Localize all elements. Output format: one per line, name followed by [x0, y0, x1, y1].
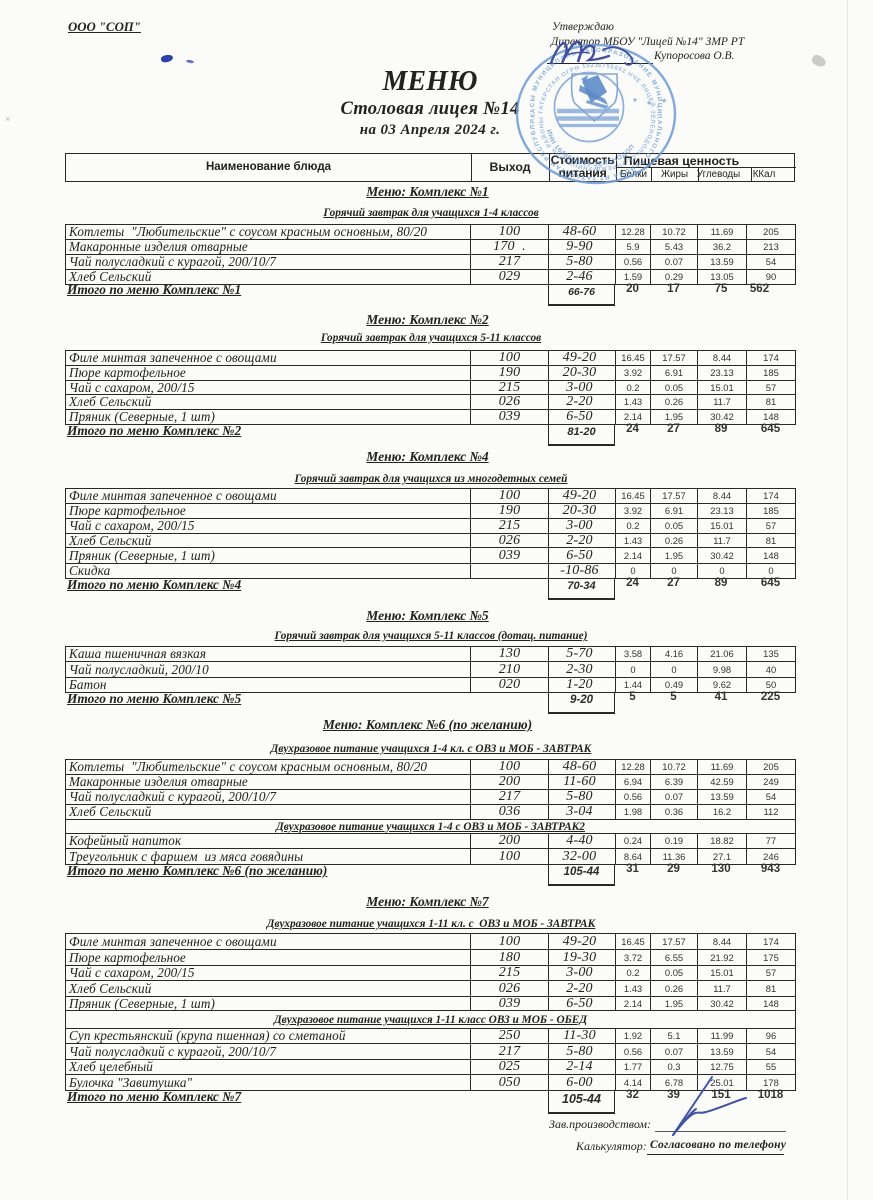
svg-text:*: *: [662, 97, 667, 109]
svg-text:*: *: [647, 100, 651, 111]
svg-text:*: *: [633, 97, 637, 108]
